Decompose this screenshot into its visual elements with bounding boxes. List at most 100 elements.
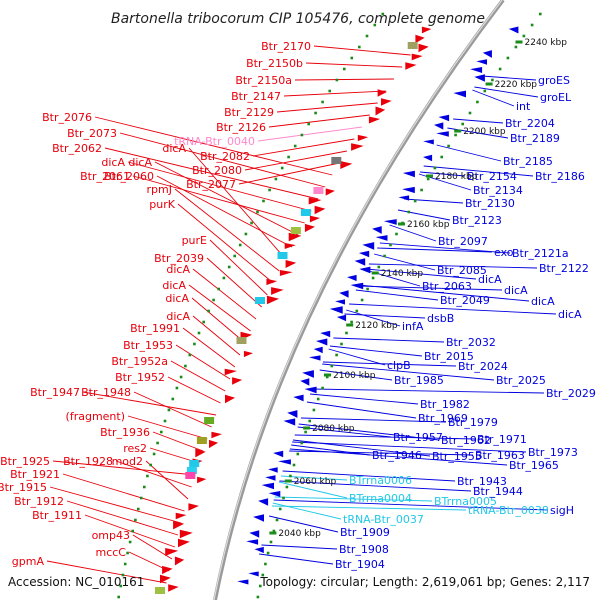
leader-line (420, 171, 466, 177)
gene-label-right: Btr_2025 (496, 374, 546, 387)
ruler-dot (212, 298, 215, 302)
gene-label-right: int (516, 100, 531, 113)
leader-line (268, 515, 339, 533)
gene-label-left: Btr_2077 (186, 178, 236, 191)
leader-line (62, 473, 185, 512)
gene-arrow (309, 215, 320, 223)
leader-line (322, 361, 457, 367)
leader-line (46, 560, 167, 584)
leader-line (404, 198, 464, 204)
leader-line (436, 144, 502, 162)
ruler-dot (407, 210, 411, 214)
leader-line (279, 480, 472, 492)
leader-line (261, 544, 338, 550)
leader-line (272, 502, 342, 520)
leader-line (271, 505, 467, 511)
gene-arrow (162, 565, 173, 575)
gene-label-left: Btr_1911 (32, 509, 82, 522)
leader-line (377, 247, 493, 253)
gene-arrow (438, 114, 450, 122)
gene-arrow (232, 377, 243, 385)
ruler-dot (137, 507, 140, 511)
ruler-dot (128, 540, 132, 544)
gene-label-right: tRNA-Btr_0038 (468, 504, 549, 517)
kbp-label: 2160 kbp (407, 220, 450, 230)
gene-label-left: Btr_2150a (235, 74, 292, 87)
gene-arrow (470, 67, 483, 73)
ruler-dot (160, 430, 163, 434)
gene-arrow (278, 459, 291, 465)
ruler-dot (300, 133, 304, 137)
kbp-tick (346, 323, 354, 327)
gene-arrow (421, 26, 432, 34)
gene-label-left: dicA (101, 156, 125, 169)
leader-line (52, 460, 196, 476)
leader-line (357, 285, 503, 291)
gene-arrow (309, 355, 321, 361)
ruler-dot (222, 276, 226, 280)
leader-line (156, 175, 293, 248)
leader-line (329, 345, 423, 357)
leader-line (306, 401, 417, 419)
gene-arrow (453, 90, 466, 98)
ruler-dot (126, 551, 129, 555)
label-leader-lines (46, 45, 557, 584)
ruler-dot (262, 199, 265, 203)
ruler-dot (289, 474, 292, 478)
gene-label-left: dicA (128, 156, 152, 169)
gene-label-right: Btr_2024 (458, 360, 508, 373)
ruler-dot (131, 529, 134, 533)
leader-line (276, 102, 378, 113)
ruler-dot (139, 496, 143, 500)
ruler-dot (433, 166, 437, 170)
backbone-highlight-arc (213, 0, 503, 600)
gene-label-left: Btr_1921 (10, 468, 60, 481)
ruler-dot (188, 353, 192, 357)
leader-line (289, 450, 474, 456)
gene-label-left: Btr_2170 (261, 40, 311, 53)
leader-line (192, 268, 257, 320)
gene-arrow (248, 571, 259, 577)
ruler-dot (256, 210, 259, 214)
ruler-dot (287, 155, 290, 159)
ruler-dot (506, 56, 510, 60)
gene-label-right: Btr_1979 (448, 416, 498, 429)
gene-arrow (179, 529, 193, 539)
gene-label-left: purK (149, 198, 175, 211)
gene-label-right: groEL (540, 91, 572, 104)
ruler-dot (167, 408, 171, 412)
gene-arrow (354, 258, 366, 266)
gene-label-left: Btr_2060 (104, 170, 154, 183)
leader-line (278, 481, 348, 499)
gene-label-left: Btr_2082 (200, 150, 250, 163)
leader-line (313, 45, 411, 56)
leader-line (472, 89, 515, 107)
ruler-dot (539, 12, 542, 16)
feature-box (204, 417, 215, 424)
ruler-dot (335, 353, 338, 357)
gene-label-left: Btr_2039 (154, 252, 204, 265)
gene-label-right: BTrrna0006 (349, 474, 412, 487)
gene-arrow (415, 34, 425, 44)
gene-label-left: Btr_2076 (42, 111, 92, 124)
gene-arrow (266, 295, 280, 305)
accession-text: Accession: NC_010161 (8, 575, 144, 589)
leader-line (481, 75, 537, 81)
gene-label-right: Btr_2130 (465, 197, 515, 210)
leader-line (297, 426, 392, 438)
gene-label-right: Btr_2134 (473, 184, 523, 197)
ruler-dot (149, 463, 152, 467)
leader-line (209, 239, 268, 296)
leader-line (349, 303, 557, 315)
leader-line (188, 284, 251, 332)
gene-label-right: Btr_1904 (335, 558, 385, 571)
feature-box (407, 42, 418, 49)
feature-box (189, 460, 200, 467)
leader-line (192, 315, 241, 356)
kbp-tick (485, 82, 493, 86)
leader-line (309, 393, 419, 405)
gene-arrow (368, 116, 381, 124)
ruler-dot (274, 177, 278, 181)
gene-arrow (316, 338, 328, 346)
feature-box (185, 472, 196, 479)
